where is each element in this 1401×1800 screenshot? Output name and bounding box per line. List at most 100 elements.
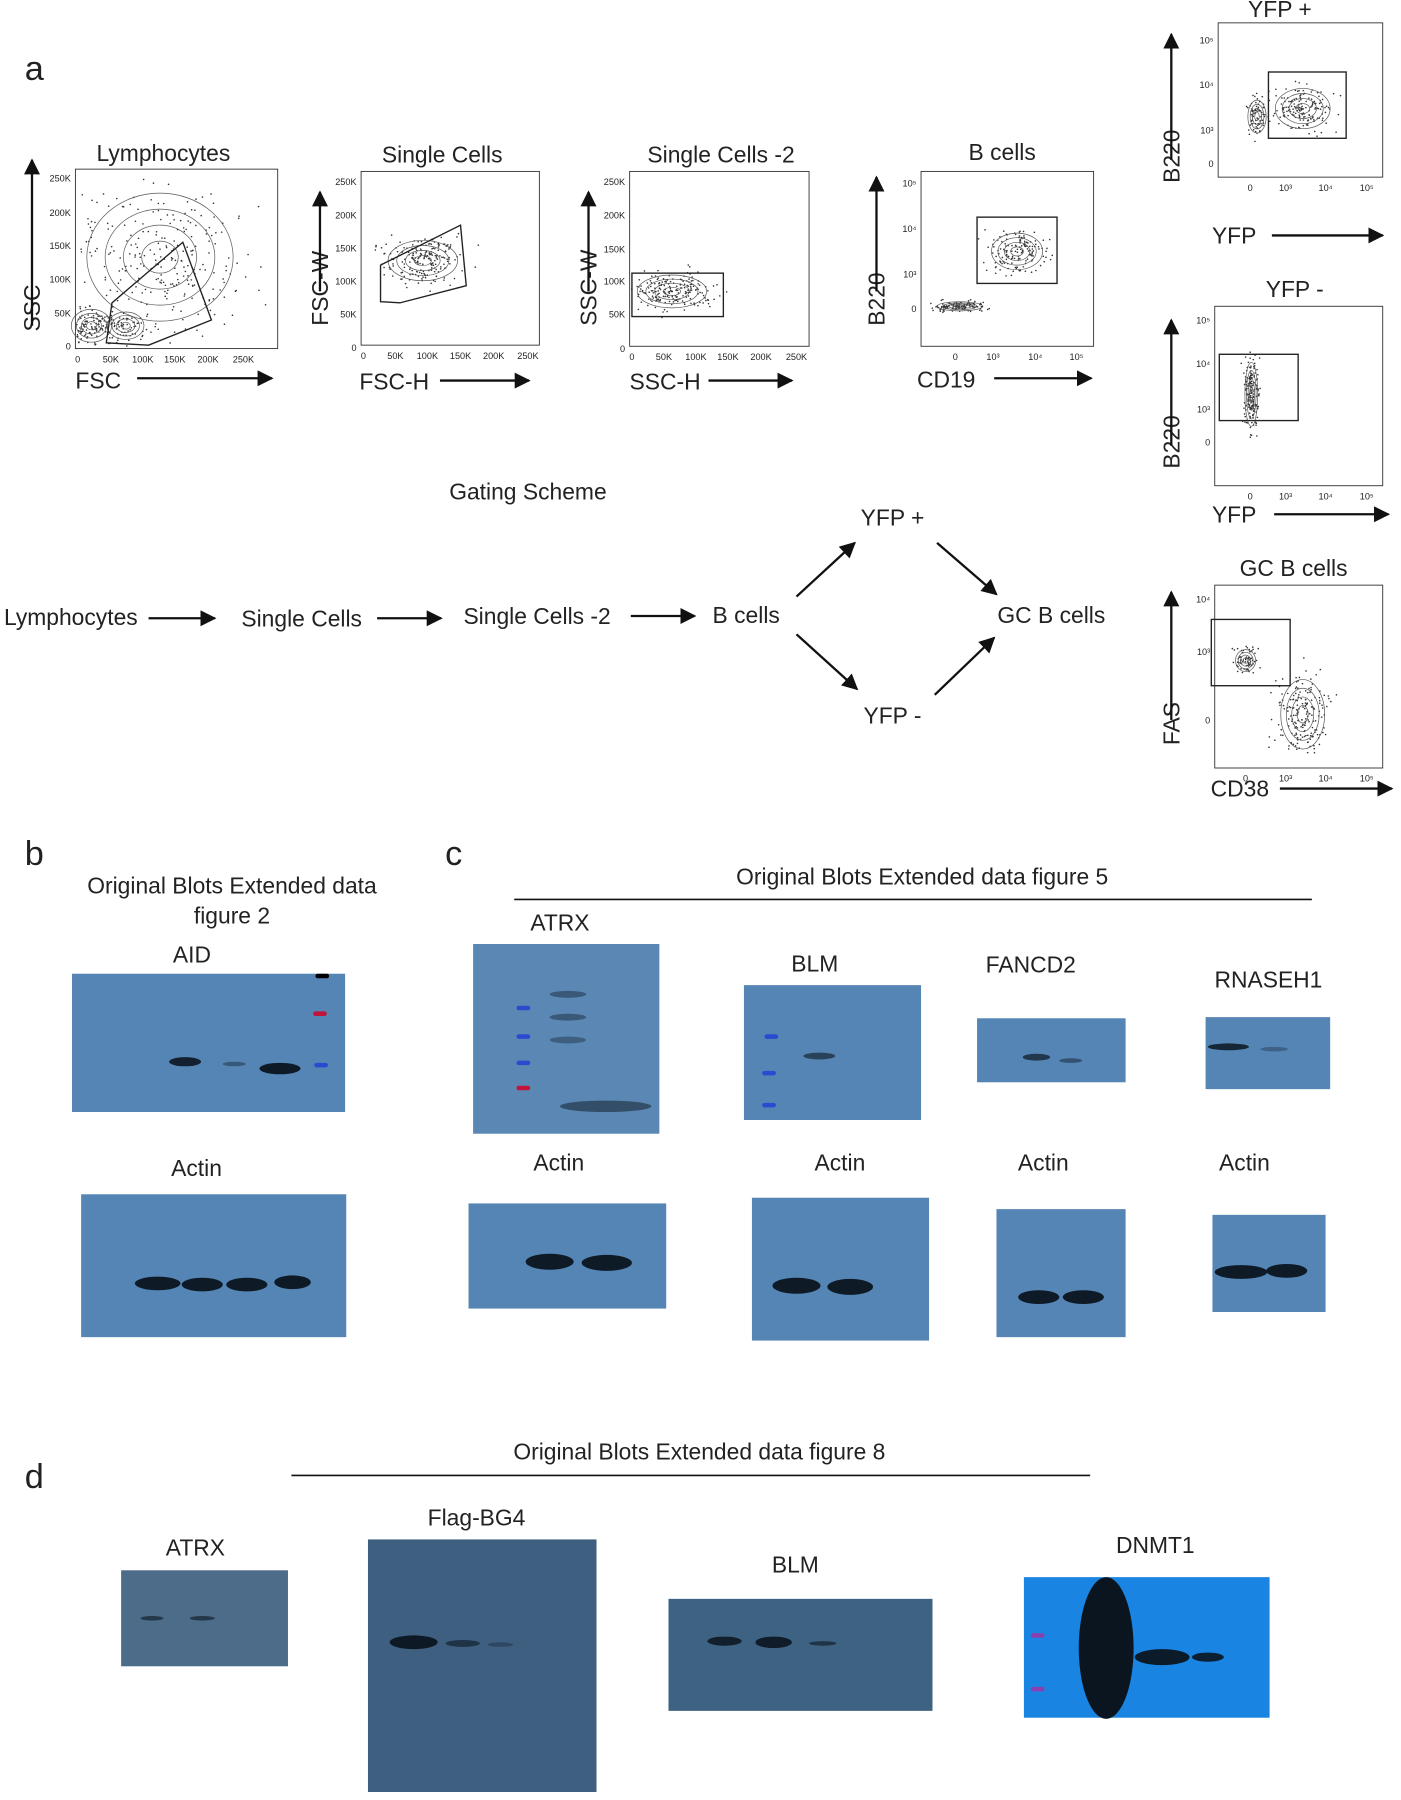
event-dot — [111, 336, 114, 339]
event-dot — [1302, 706, 1304, 708]
event-dot — [1254, 652, 1256, 655]
event-dot — [223, 281, 225, 284]
event-dot — [1232, 661, 1235, 664]
event-dot — [155, 230, 158, 233]
event-dot — [411, 269, 413, 272]
label: FSC — [75, 368, 121, 394]
event-dot — [152, 211, 155, 213]
event-dot — [658, 300, 660, 302]
event-dot — [1014, 233, 1017, 236]
label: 150K — [450, 351, 471, 361]
event-dot — [1339, 94, 1342, 97]
event-dot — [1236, 670, 1239, 673]
event-dot — [1303, 657, 1305, 659]
event-dot — [204, 269, 207, 271]
event-dot — [145, 328, 148, 331]
event-dot — [430, 266, 433, 269]
label: FANCD2 — [986, 952, 1076, 978]
event-dot — [995, 265, 997, 268]
event-dot — [424, 273, 426, 276]
event-dot — [116, 299, 119, 302]
label: 50K — [609, 310, 625, 320]
event-dot — [1231, 647, 1234, 650]
event-dot — [136, 267, 139, 270]
event-dot — [1300, 726, 1302, 728]
contour — [1288, 98, 1317, 119]
event-dot — [187, 264, 189, 267]
event-dot — [222, 278, 224, 280]
event-dot — [390, 234, 393, 236]
event-dot — [477, 244, 480, 246]
event-dot — [1322, 117, 1324, 119]
event-dot — [433, 270, 436, 273]
event-dot — [1026, 248, 1029, 250]
event-dot — [122, 312, 125, 315]
label: CD19 — [917, 366, 975, 392]
event-dot — [1323, 727, 1325, 729]
event-dot — [199, 268, 201, 271]
event-dot — [1255, 92, 1258, 95]
event-dot — [131, 291, 134, 294]
event-dot — [1311, 103, 1314, 106]
event-dot — [1302, 723, 1304, 726]
event-dot — [139, 256, 142, 259]
event-dot — [76, 335, 79, 338]
event-dot — [1259, 387, 1261, 390]
event-dot — [115, 197, 118, 200]
event-dot — [1296, 90, 1299, 93]
event-dot — [1042, 239, 1045, 242]
event-dot — [1046, 247, 1048, 250]
event-dot — [126, 345, 128, 347]
contour — [991, 232, 1043, 271]
event-dot — [1301, 719, 1303, 721]
event-dot — [709, 305, 711, 308]
event-dot — [982, 301, 985, 304]
event-dot — [651, 295, 654, 298]
event-dot — [689, 297, 692, 300]
event-dot — [130, 234, 132, 237]
event-dot — [1014, 250, 1017, 253]
event-dot — [1294, 80, 1297, 83]
blot — [1205, 1017, 1331, 1090]
event-dot — [174, 259, 177, 262]
label: 10⁵ — [1069, 352, 1083, 362]
event-dot — [993, 246, 995, 248]
event-dot — [668, 300, 671, 303]
event-dot — [1325, 105, 1328, 107]
label: 50K — [103, 354, 119, 364]
event-dot — [428, 253, 431, 255]
event-dot — [1324, 733, 1327, 736]
event-dot — [80, 338, 83, 340]
blot — [668, 1598, 933, 1711]
arrow — [795, 633, 859, 691]
event-dot — [643, 270, 646, 272]
event-dot — [1294, 721, 1296, 723]
event-dot — [434, 263, 437, 266]
event-dot — [111, 225, 114, 227]
event-dot — [689, 283, 692, 286]
event-dot — [423, 257, 425, 260]
event-dot — [1306, 741, 1309, 744]
event-dot — [1045, 250, 1047, 253]
event-dot — [205, 233, 208, 235]
band — [827, 1278, 874, 1295]
event-dot — [1293, 98, 1295, 101]
event-dot — [1301, 105, 1303, 108]
event-dot — [421, 278, 423, 280]
event-dot — [1318, 699, 1321, 702]
event-dot — [1255, 101, 1257, 104]
event-dot — [1278, 701, 1281, 704]
event-dot — [160, 282, 163, 284]
label: Single Cells — [382, 141, 503, 167]
event-dot — [682, 280, 684, 282]
event-dot — [406, 286, 408, 289]
event-dot — [1301, 702, 1304, 705]
contour — [81, 317, 102, 335]
label: 150K — [604, 245, 625, 255]
event-dot — [1049, 258, 1052, 261]
event-dot — [688, 266, 691, 268]
event-dot — [1011, 244, 1013, 247]
event-dot — [992, 252, 994, 254]
event-dot — [1303, 724, 1306, 726]
